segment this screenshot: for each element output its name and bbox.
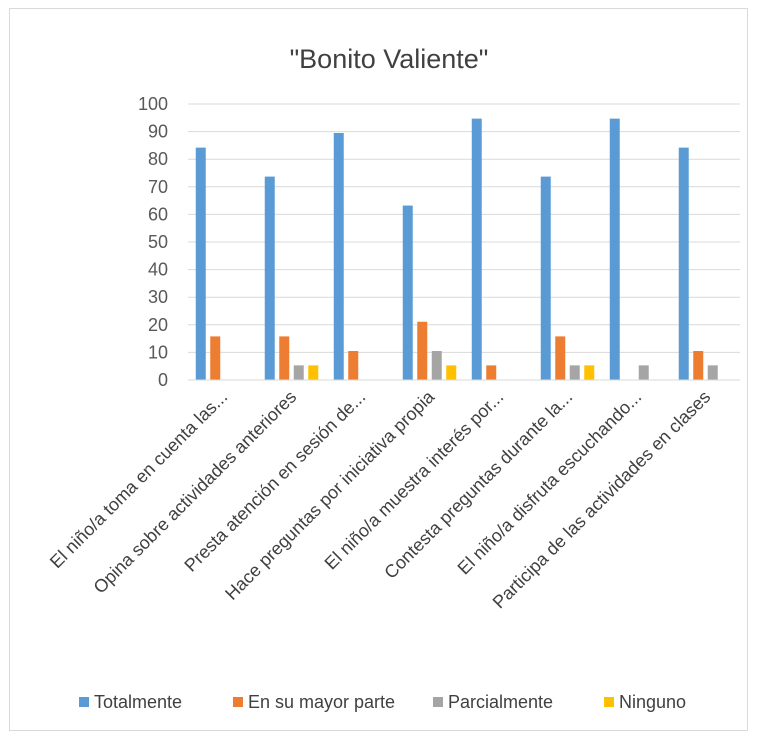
bar bbox=[333, 132, 344, 380]
legend-swatch bbox=[79, 697, 89, 707]
legend-label: En su mayor parte bbox=[248, 692, 395, 712]
legend-swatch bbox=[233, 697, 243, 707]
y-axis-ticks: 0 10 20 30 40 50 60 70 80 90 100 bbox=[138, 94, 168, 390]
bar bbox=[417, 321, 428, 380]
bar bbox=[486, 365, 497, 380]
bar bbox=[678, 147, 689, 380]
bar bbox=[264, 176, 275, 380]
y-tick-label: 100 bbox=[138, 94, 168, 114]
bar bbox=[693, 351, 704, 380]
y-tick-label: 50 bbox=[148, 232, 168, 252]
chart-title: "Bonito Valiente" bbox=[290, 44, 489, 74]
bar bbox=[431, 351, 442, 380]
y-tick-label: 10 bbox=[148, 342, 168, 362]
bar bbox=[446, 365, 457, 380]
bar bbox=[195, 147, 206, 380]
y-tick-label: 80 bbox=[148, 149, 168, 169]
bar bbox=[569, 365, 580, 380]
y-tick-label: 0 bbox=[158, 370, 168, 390]
y-tick-label: 70 bbox=[148, 177, 168, 197]
bar bbox=[308, 365, 319, 380]
y-tick-label: 20 bbox=[148, 315, 168, 335]
legend-label: Parcialmente bbox=[448, 692, 553, 712]
legend-label: Ninguno bbox=[619, 692, 686, 712]
bar bbox=[279, 336, 290, 380]
bars bbox=[195, 118, 718, 381]
bar bbox=[293, 365, 304, 380]
bar bbox=[638, 365, 649, 380]
y-tick-label: 40 bbox=[148, 260, 168, 280]
y-tick-label: 90 bbox=[148, 122, 168, 142]
bar bbox=[584, 365, 595, 380]
legend-swatch bbox=[433, 697, 443, 707]
legend: Totalmente En su mayor parte Parcialmente N… bbox=[79, 692, 686, 712]
x-axis-labels: El niño/a toma en cuenta las...Opina sob… bbox=[46, 386, 714, 612]
bar bbox=[471, 118, 482, 381]
y-tick-label: 30 bbox=[148, 287, 168, 307]
bar bbox=[540, 176, 551, 380]
bar bbox=[555, 336, 566, 380]
bar bbox=[707, 365, 718, 380]
bar bbox=[609, 118, 620, 381]
y-tick-label: 60 bbox=[148, 204, 168, 224]
chart-frame bbox=[9, 8, 748, 731]
legend-swatch bbox=[604, 697, 614, 707]
bar bbox=[348, 351, 359, 380]
legend-label: Totalmente bbox=[94, 692, 182, 712]
bar bbox=[210, 336, 221, 380]
bar bbox=[402, 205, 413, 380]
